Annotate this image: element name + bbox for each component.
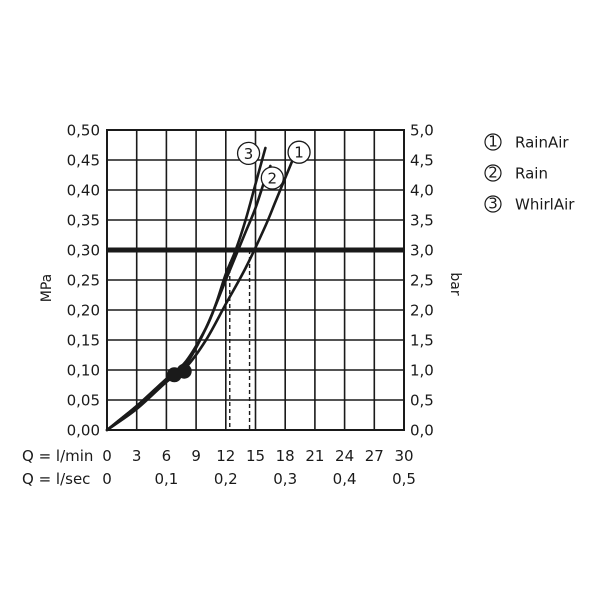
- y-left-tick-label: 0,15: [67, 332, 100, 350]
- x-tick-label: 6: [162, 447, 172, 465]
- legend-marker-number: 3: [488, 195, 498, 213]
- y-right-tick-label: 2,0: [410, 302, 434, 320]
- y-left-axis-title: MPa: [39, 274, 55, 302]
- y-right-tick-label: 4,0: [410, 182, 434, 200]
- curve-marker-2: [260, 166, 284, 190]
- legend-marker-1: [484, 133, 502, 151]
- x-tick-label: 21: [305, 447, 324, 465]
- curve-marker-label: 3: [244, 145, 254, 163]
- y-left-tick-label: 0,05: [67, 392, 100, 410]
- x-tick-label: 18: [276, 447, 295, 465]
- y-right-tick-label: 3,0: [410, 242, 434, 260]
- x-tick-label: 30: [394, 447, 413, 465]
- legend-label: Rain: [515, 165, 548, 183]
- reference-lines: 123: [107, 140, 404, 430]
- x-tick-label: 12: [216, 447, 235, 465]
- x-tick-label: 24: [335, 447, 354, 465]
- plot-frame: [106, 129, 405, 431]
- y-right-tick-label: 2,5: [410, 272, 434, 290]
- curve-marker-3: [236, 141, 261, 166]
- x-tick-label: 0,5: [392, 470, 416, 488]
- y-right-tick-label: 3,5: [410, 212, 434, 230]
- y-left-tick-label: 0,30: [67, 242, 100, 260]
- y-right-tick-label: 0,5: [410, 392, 434, 410]
- axis-labels: 0,000,050,100,150,200,250,300,350,400,45…: [22, 122, 463, 489]
- grid: [106, 129, 405, 431]
- x-row-label: Q = l/min: [22, 447, 93, 465]
- operating-point-marker: [176, 363, 192, 379]
- x-tick-label: 0,1: [154, 470, 178, 488]
- x-tick-label: 0: [102, 470, 112, 488]
- y-left-tick-label: 0,45: [67, 152, 100, 170]
- x-tick-label: 3: [132, 447, 142, 465]
- curve-3: [105, 146, 267, 432]
- x-tick-label: 0,2: [214, 470, 238, 488]
- curve-marker-label: 1: [294, 144, 304, 162]
- curve-1: [105, 152, 297, 432]
- y-left-tick-label: 0,10: [67, 362, 100, 380]
- x-tick-label: 9: [191, 447, 201, 465]
- y-left-tick-label: 0,25: [67, 272, 100, 290]
- legend-label: RainAir: [515, 134, 569, 152]
- y-left-tick-label: 0,40: [67, 182, 100, 200]
- curve-2: [105, 164, 272, 432]
- x-tick-label: 15: [246, 447, 265, 465]
- legend-marker-2: [484, 164, 502, 182]
- y-left-tick-label: 0,20: [67, 302, 100, 320]
- x-tick-label: 0: [102, 447, 112, 465]
- curve-marker-1: [287, 140, 311, 164]
- y-left-tick-label: 0,35: [67, 212, 100, 230]
- x-row-label: Q = l/sec: [22, 470, 90, 488]
- y-right-tick-label: 0,0: [410, 422, 434, 440]
- legend-label: WhirlAir: [515, 196, 575, 214]
- y-right-axis-title: bar: [447, 272, 463, 295]
- x-tick-label: 27: [365, 447, 384, 465]
- x-tick-label: 0,4: [333, 470, 357, 488]
- legend-marker-3: [484, 195, 502, 213]
- x-tick-label: 0,3: [273, 470, 297, 488]
- y-left-tick-label: 0,00: [67, 422, 100, 440]
- y-right-tick-label: 1,5: [410, 332, 434, 350]
- curves: [105, 146, 297, 432]
- y-right-tick-label: 4,5: [410, 152, 434, 170]
- legend-marker-number: 2: [488, 164, 498, 182]
- y-right-tick-label: 5,0: [410, 122, 434, 140]
- legend: 1 RainAir 2 Rain 3 WhirlAir: [484, 133, 575, 214]
- legend-marker-number: 1: [488, 133, 498, 151]
- y-left-tick-label: 0,50: [67, 122, 100, 140]
- y-right-tick-label: 1,0: [410, 362, 434, 380]
- curve-marker-label: 2: [268, 170, 278, 188]
